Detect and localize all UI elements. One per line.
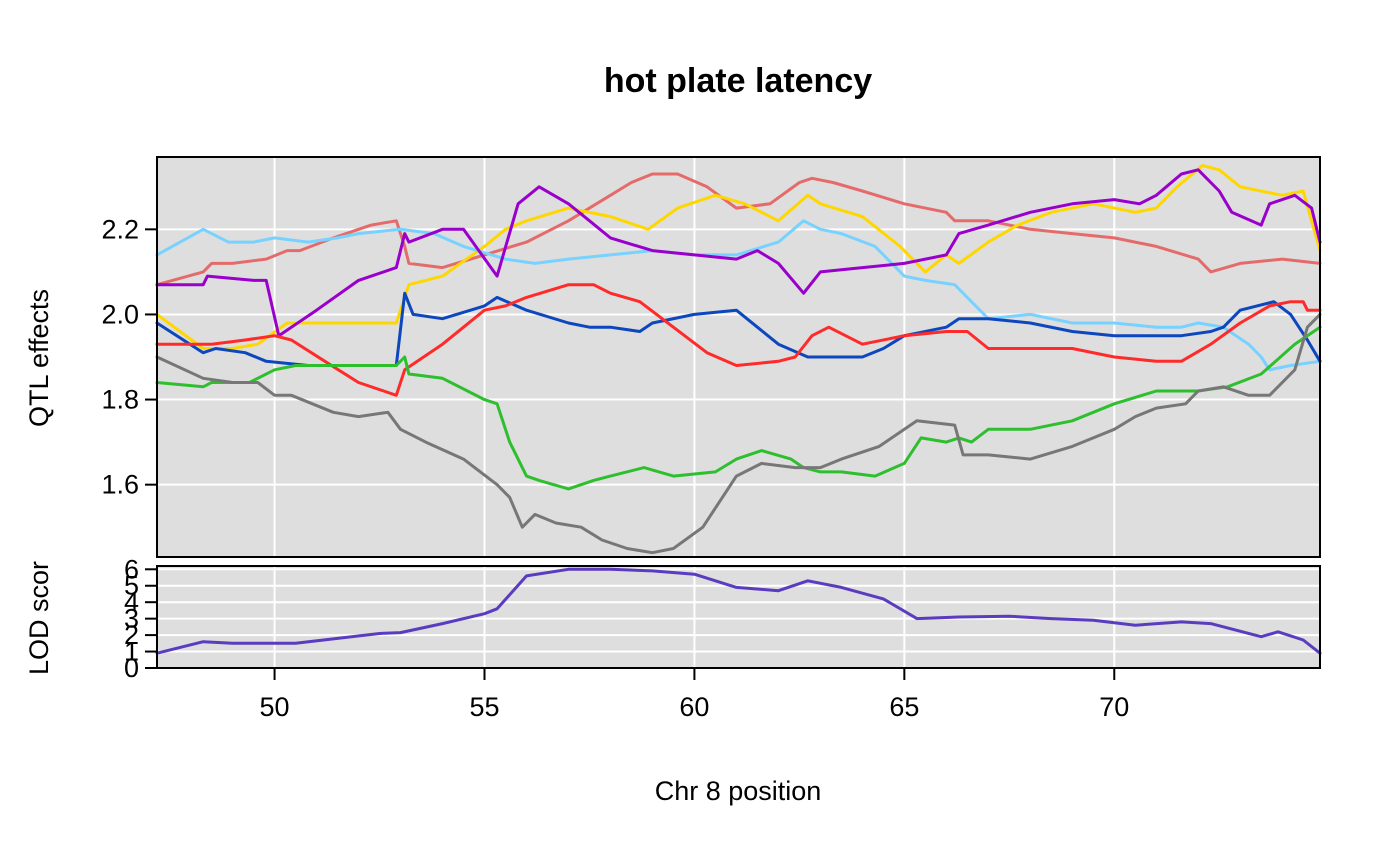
effects-panel: 1.6 1.8 2.0 2.2 QTL effects (24, 156, 1322, 558)
x-tick-label-0: 50 (260, 692, 290, 722)
effects-panel-y-ticks: 1.6 1.8 2.0 2.2 (101, 214, 157, 500)
series-line-7 (155, 325, 1322, 491)
effects-panel-frame (156, 156, 1321, 558)
lod-panel-gridlines (157, 566, 1320, 669)
y-tick-label-5: 5 (124, 571, 139, 601)
series-line-3 (155, 219, 1322, 372)
x-tick-label-3: 65 (889, 692, 919, 722)
y-tick-label-6: 6 (124, 554, 139, 584)
y-tick-label-3: 3 (124, 604, 139, 634)
x-axis-ticks: 50 55 60 65 70 (260, 668, 1129, 722)
lod-panel-background (157, 566, 1320, 668)
chart-title: hot plate latency (604, 62, 872, 100)
lod-panel-series (155, 567, 1322, 655)
y-tick-label-3: 2.2 (101, 214, 139, 244)
x-tick-label-2: 60 (679, 692, 709, 722)
y-tick-label-0: 1.6 (101, 470, 139, 500)
series-line-6 (155, 283, 1322, 397)
y-axis-label-effects: QTL effects (24, 289, 54, 427)
x-tick-label-4: 70 (1099, 692, 1129, 722)
series-line-1 (155, 567, 1322, 655)
y-axis-label-lod: LOD scor (24, 561, 54, 675)
y-tick-label-4: 4 (124, 587, 139, 617)
series-line-4 (155, 168, 1322, 338)
effects-panel-background (157, 157, 1320, 557)
series-line-8 (155, 312, 1322, 555)
lod-panel-frame (156, 565, 1321, 669)
series-line-1 (155, 172, 1322, 287)
x-tick-label-1: 55 (469, 692, 499, 722)
y-tick-label-1: 1 (124, 637, 139, 667)
y-tick-label-1: 1.8 (101, 385, 139, 415)
y-tick-label-2: 2 (124, 620, 139, 650)
series-line-2 (155, 164, 1322, 350)
effects-panel-series (155, 164, 1322, 555)
y-tick-label-0: 0 (124, 653, 139, 683)
y-tick-label-2: 2.0 (101, 299, 139, 329)
x-axis-label: Chr 8 position (655, 776, 822, 806)
